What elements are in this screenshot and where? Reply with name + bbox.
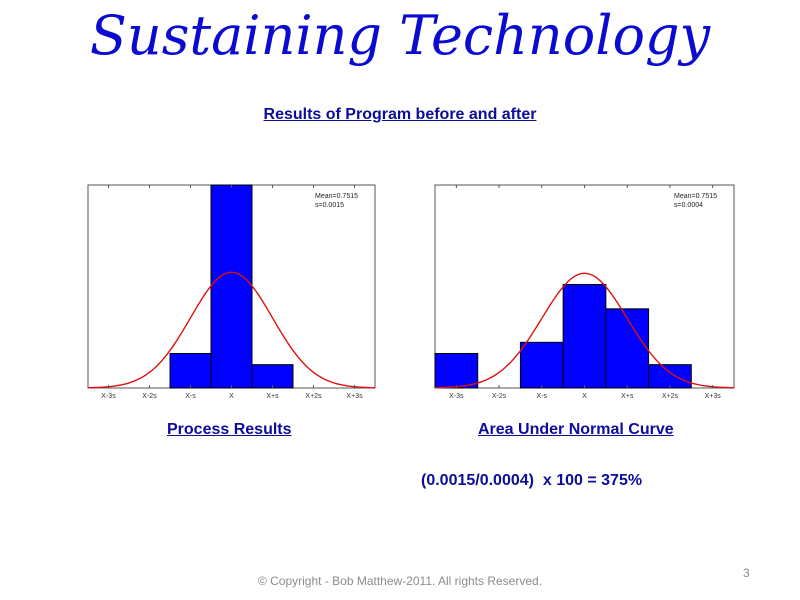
histogram-bar <box>210 184 253 389</box>
normal-curve-chart: X-3s X-2s X-s X X+s X+2s X+3s Mean=0.7515 s=0.00… <box>420 183 740 403</box>
copyright-footer: © Copyright - Bob Matthew-2011. All righ… <box>257 574 543 588</box>
x-tick-label: X-s <box>185 393 196 400</box>
x-tick-label: X-2s <box>142 393 157 400</box>
normal-curve-caption: Area Under Normal Curve <box>478 421 674 438</box>
x-tick-label: X+2s <box>662 393 679 400</box>
x-tick-label: X-3s <box>449 393 464 400</box>
slide-subtitle: Results of Program before and after <box>263 106 537 123</box>
slide-title: Sustaining Technology <box>89 4 711 67</box>
x-tick-label: X <box>229 393 234 400</box>
process-results-chart: X-3s X-2s X-s X X+s X+2s X+3s Mean=0.7515 s=0.00… <box>68 183 380 403</box>
page-number: 3 <box>743 566 750 580</box>
histogram-bar <box>562 283 607 389</box>
histogram-bar <box>648 364 692 389</box>
x-tick-label: X-2s <box>492 393 507 400</box>
normal-curve-line <box>87 271 376 389</box>
histogram-bar <box>519 341 564 389</box>
sd-annotation: s=0.0015 <box>315 202 344 209</box>
histogram-bar <box>169 352 212 389</box>
histogram-bar <box>605 308 650 389</box>
histogram-bar <box>251 364 294 389</box>
x-tick-label: X <box>582 393 587 400</box>
improvement-formula: (0.0015/0.0004) x 100 = 375% <box>421 472 643 489</box>
x-tick-label: X+3s <box>705 393 722 400</box>
sd-annotation: s=0.0004 <box>674 202 703 209</box>
process-results-caption: Process Results <box>167 421 292 438</box>
x-tick-label: X+s <box>266 393 279 400</box>
histogram-bar <box>434 352 479 389</box>
x-tick-label: X-3s <box>101 393 116 400</box>
x-tick-label: X-s <box>537 393 548 400</box>
mean-annotation: Mean=0.7515 <box>315 193 358 200</box>
normal-curve-histogram: X-3s X-2s X-s X X+s X+2s X+3s Mean=0.7515 s=0.00… <box>434 184 735 400</box>
x-tick-label: X+s <box>621 393 634 400</box>
mean-annotation: Mean=0.7515 <box>674 193 717 200</box>
x-tick-label: X+3s <box>346 393 363 400</box>
process-results-histogram: X-3s X-2s X-s X X+s X+2s X+3s Mean=0.7515 s=0.00… <box>87 184 376 400</box>
x-tick-label: X+2s <box>305 393 322 400</box>
normal-curve-line <box>434 272 735 389</box>
